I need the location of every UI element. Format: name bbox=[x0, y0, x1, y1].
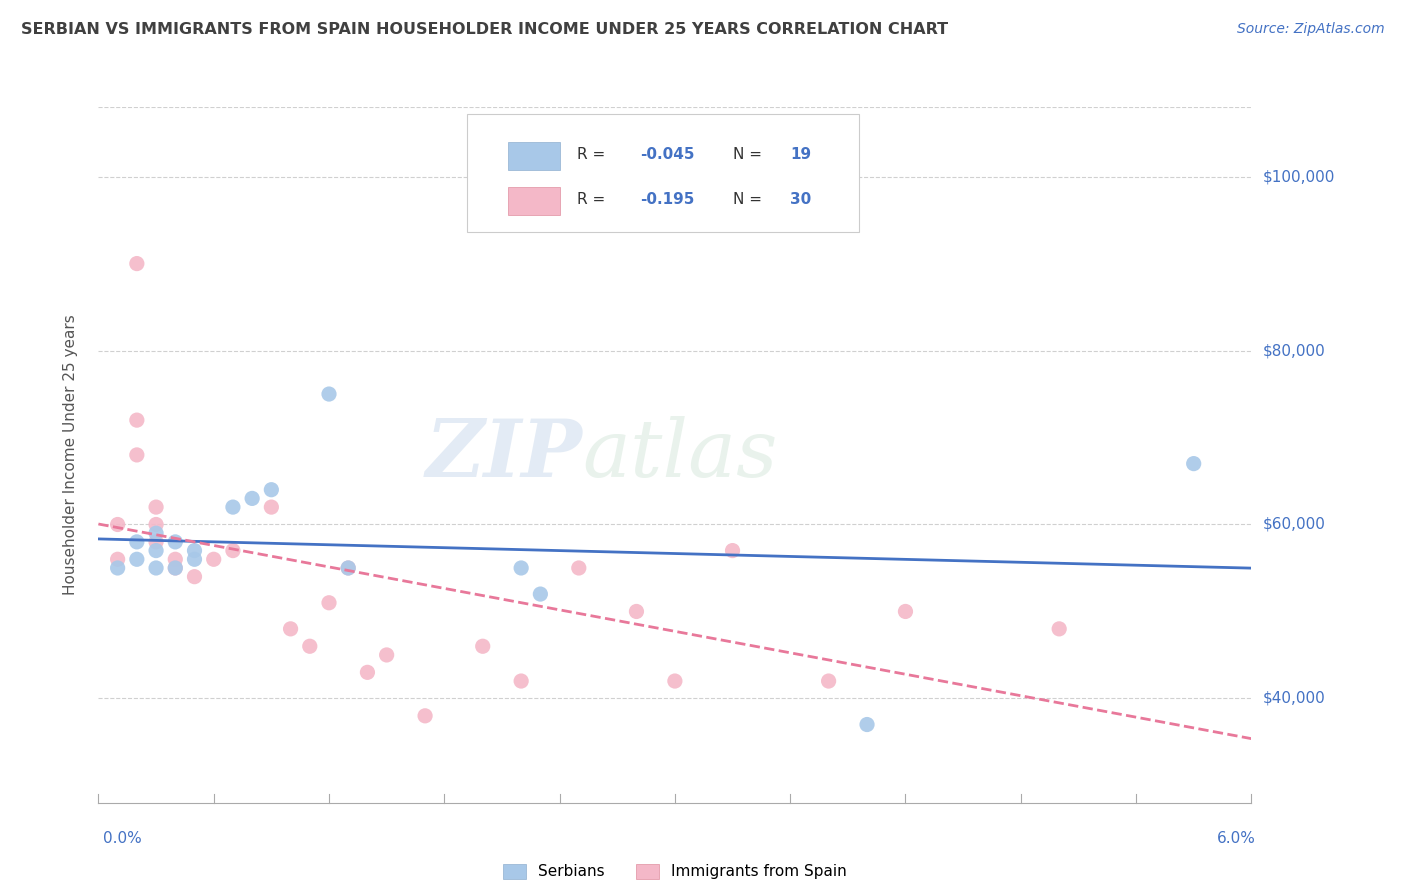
Point bbox=[222, 543, 245, 558]
Point bbox=[107, 561, 129, 575]
Point bbox=[145, 535, 167, 549]
Point bbox=[145, 500, 167, 515]
Point bbox=[337, 561, 360, 575]
Point bbox=[1047, 622, 1070, 636]
Point bbox=[260, 483, 283, 497]
Point bbox=[165, 561, 187, 575]
FancyBboxPatch shape bbox=[508, 142, 560, 170]
Text: R =: R = bbox=[576, 192, 610, 207]
Text: -0.195: -0.195 bbox=[640, 192, 695, 207]
Point bbox=[318, 387, 340, 401]
Point bbox=[856, 717, 879, 731]
Point bbox=[318, 596, 340, 610]
Text: 30: 30 bbox=[790, 192, 811, 207]
Point bbox=[165, 535, 187, 549]
Point bbox=[202, 552, 225, 566]
Point bbox=[107, 552, 129, 566]
Text: $60,000: $60,000 bbox=[1263, 517, 1326, 532]
Point bbox=[125, 413, 148, 427]
Point bbox=[721, 543, 744, 558]
Y-axis label: Householder Income Under 25 years: Householder Income Under 25 years bbox=[63, 315, 77, 595]
Point bbox=[471, 639, 494, 653]
Point bbox=[280, 622, 302, 636]
Point bbox=[260, 500, 283, 515]
Point bbox=[568, 561, 591, 575]
Point bbox=[145, 517, 167, 532]
Point bbox=[125, 448, 148, 462]
Text: $100,000: $100,000 bbox=[1263, 169, 1334, 184]
Point bbox=[375, 648, 398, 662]
Text: -0.045: -0.045 bbox=[640, 147, 695, 161]
Point bbox=[165, 561, 187, 575]
FancyBboxPatch shape bbox=[467, 114, 859, 232]
Point bbox=[240, 491, 263, 506]
Point bbox=[356, 665, 378, 680]
Point bbox=[107, 517, 129, 532]
Point bbox=[125, 552, 148, 566]
Point bbox=[510, 561, 533, 575]
Text: N =: N = bbox=[733, 147, 766, 161]
Point bbox=[183, 543, 205, 558]
Point bbox=[125, 535, 148, 549]
Point bbox=[894, 605, 917, 619]
Point bbox=[165, 552, 187, 566]
Legend: Serbians, Immigrants from Spain: Serbians, Immigrants from Spain bbox=[498, 857, 852, 886]
Point bbox=[1182, 457, 1205, 471]
Point bbox=[529, 587, 551, 601]
Text: Source: ZipAtlas.com: Source: ZipAtlas.com bbox=[1237, 22, 1385, 37]
Point bbox=[145, 561, 167, 575]
Text: R =: R = bbox=[576, 147, 610, 161]
Text: 6.0%: 6.0% bbox=[1216, 831, 1256, 846]
Text: 19: 19 bbox=[790, 147, 811, 161]
Text: $40,000: $40,000 bbox=[1263, 691, 1326, 706]
Point bbox=[145, 526, 167, 541]
Text: ZIP: ZIP bbox=[426, 417, 582, 493]
Point bbox=[510, 674, 533, 689]
Point bbox=[337, 561, 360, 575]
Point bbox=[125, 257, 148, 271]
Point bbox=[626, 605, 648, 619]
FancyBboxPatch shape bbox=[508, 186, 560, 215]
Text: SERBIAN VS IMMIGRANTS FROM SPAIN HOUSEHOLDER INCOME UNDER 25 YEARS CORRELATION C: SERBIAN VS IMMIGRANTS FROM SPAIN HOUSEHO… bbox=[21, 22, 948, 37]
Point bbox=[413, 708, 436, 723]
Text: 0.0%: 0.0% bbox=[103, 831, 142, 846]
Point bbox=[664, 674, 686, 689]
Point bbox=[298, 639, 321, 653]
Text: N =: N = bbox=[733, 192, 766, 207]
Point bbox=[817, 674, 839, 689]
Point bbox=[145, 543, 167, 558]
Point bbox=[222, 500, 245, 515]
Point bbox=[183, 552, 205, 566]
Text: $80,000: $80,000 bbox=[1263, 343, 1326, 358]
Text: atlas: atlas bbox=[582, 417, 778, 493]
Point bbox=[183, 570, 205, 584]
